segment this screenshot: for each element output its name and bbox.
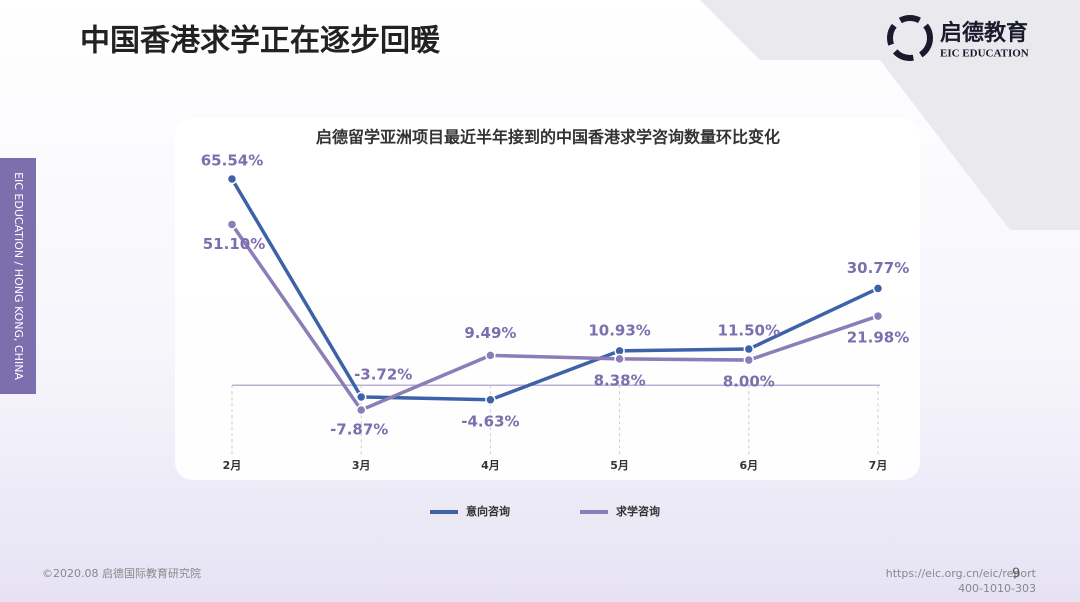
value-label: 51.10% [203, 235, 265, 253]
value-label: 30.77% [847, 259, 909, 277]
page-title: 中国香港求学正在逐步回暖 [80, 24, 441, 59]
value-label: 8.38% [594, 371, 646, 389]
value-label: 9.49% [464, 324, 516, 342]
logo-icon [887, 15, 933, 61]
value-label: 10.93% [588, 321, 650, 339]
copyright: ©2020.08 启德国际教育研究院 [42, 566, 201, 580]
logo-name: 启德教育 [940, 20, 1028, 46]
footer-url: https://eic.org.cn/eic/report [886, 567, 1037, 580]
point [743, 343, 755, 355]
point [355, 391, 367, 403]
value-label: -3.72% [354, 365, 412, 383]
x-tick-label: 4月 [481, 459, 500, 472]
logo-sub: EIC EDUCATION [940, 48, 1029, 60]
value-label: 65.54% [201, 152, 263, 170]
point [872, 283, 884, 294]
series-line [230, 223, 879, 413]
chart-card [175, 118, 920, 480]
point [226, 219, 238, 230]
x-tick-label: 7月 [869, 459, 888, 472]
value-label: 11.50% [718, 322, 780, 340]
legend-label: 意向咨询 [466, 504, 510, 518]
series-line [230, 178, 879, 402]
value-label: -4.63% [461, 412, 519, 430]
value-label: 21.98% [847, 329, 909, 347]
x-tick-label: 2月 [223, 459, 242, 472]
point [872, 310, 884, 322]
x-tick-label: 6月 [739, 459, 758, 472]
side-label: EIC EDUCATION / HONG KONG, CHINA [12, 172, 25, 380]
point [485, 394, 496, 406]
value-label: -7.87% [330, 421, 388, 439]
point [614, 353, 625, 365]
x-tick-label: 5月 [610, 459, 629, 472]
point [743, 354, 755, 366]
page-number: 9 [1012, 567, 1020, 582]
x-tick-label: 3月 [352, 459, 371, 472]
point [485, 350, 496, 361]
footer-phone: 400-1010-303 [958, 582, 1036, 595]
logo: 启德教育 EIC EDUCATION [887, 15, 1029, 61]
legend-label: 求学咨询 [616, 504, 660, 518]
side-bar [0, 158, 36, 394]
chart-title: 启德留学亚洲项目最近半年接到的中国香港求学咨询数量环比变化 [316, 128, 780, 147]
point [355, 404, 367, 416]
value-label: 8.00% [723, 373, 775, 391]
point [226, 173, 238, 185]
decor-shape [700, 0, 1080, 230]
